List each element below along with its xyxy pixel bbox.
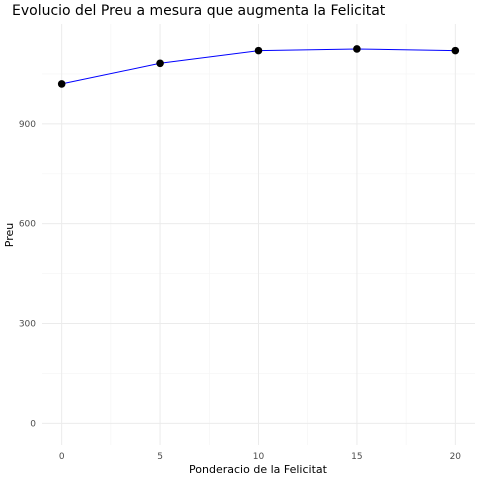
y-tick-label: 900	[19, 120, 36, 130]
data-point	[57, 80, 66, 88]
x-tick-label: 0	[59, 452, 65, 462]
y-tick-label: 600	[19, 220, 36, 230]
x-tick-label: 5	[157, 452, 163, 462]
x-tick-label: 20	[450, 452, 462, 462]
x-tick-label: 15	[351, 452, 362, 462]
x-tick-labels: 0 5 10 15 20	[59, 452, 462, 462]
grid	[42, 24, 475, 445]
y-tick-labels: 0 300 600 900	[19, 120, 36, 430]
x-tick-label: 10	[253, 452, 265, 462]
y-tick-label: 300	[19, 320, 36, 330]
chart-title: Evolucio del Preu a mesura que augmenta …	[12, 3, 386, 19]
x-axis-label: Ponderacio de la Felicitat	[189, 463, 328, 476]
y-tick-label: 0	[30, 419, 36, 429]
y-axis-label: Preu	[3, 223, 16, 247]
data-point	[451, 46, 460, 55]
data-point	[254, 46, 263, 55]
data-point	[156, 59, 164, 68]
data-point	[353, 45, 361, 53]
series-layer	[57, 45, 460, 88]
